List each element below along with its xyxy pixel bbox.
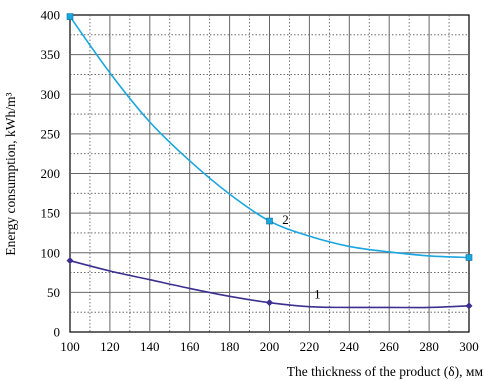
y-tick-label: 150 — [41, 206, 61, 221]
series-2-point — [465, 254, 473, 261]
x-tick-label: 180 — [220, 339, 240, 354]
y-tick-label: 100 — [41, 245, 61, 260]
series-1-point — [266, 299, 273, 307]
series-2: 2 — [66, 13, 473, 261]
series-2-label: 2 — [282, 212, 289, 227]
y-tick-labels: 0 50 100 150 200 250 300 350 400 — [41, 8, 61, 340]
series-1-point — [66, 257, 74, 265]
series-2-point — [266, 217, 273, 225]
x-tick-label: 100 — [60, 339, 80, 354]
y-tick-label: 250 — [41, 126, 61, 141]
x-tick-label: 120 — [100, 339, 120, 354]
series-2-point — [66, 13, 74, 20]
x-axis-label: The thickness of the product (δ), мм — [287, 364, 483, 379]
x-tick-label: 260 — [379, 339, 399, 354]
y-tick-label: 200 — [41, 166, 61, 181]
x-tick-label: 220 — [300, 339, 320, 354]
x-tick-label: 280 — [419, 339, 439, 354]
major-gridlines — [70, 15, 469, 332]
x-tick-label: 240 — [340, 339, 360, 354]
y-tick-label: 50 — [47, 285, 60, 300]
x-tick-label: 160 — [180, 339, 200, 354]
y-tick-label: 0 — [54, 325, 61, 340]
y-tick-label: 350 — [41, 47, 61, 62]
y-tick-label: 300 — [41, 87, 61, 102]
x-tick-labels: 100 120 140 160 180 200 220 240 260 280 300 — [60, 339, 479, 354]
series-1-point — [465, 302, 473, 310]
x-tick-label: 140 — [140, 339, 160, 354]
series-1: 1 — [66, 257, 473, 310]
series-1-label: 1 — [314, 287, 321, 302]
y-tick-label: 400 — [41, 8, 61, 23]
series-group: 12 — [66, 13, 473, 310]
y-axis-label: Energy consumption, kWh/m³ — [3, 92, 18, 255]
x-tick-label: 200 — [260, 339, 280, 354]
x-tick-label: 300 — [459, 339, 479, 354]
